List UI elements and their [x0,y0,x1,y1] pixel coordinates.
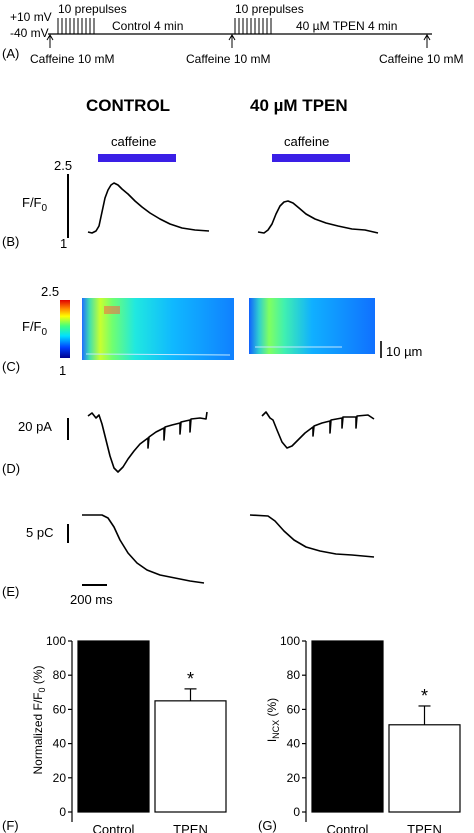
chart-f-y-tick-label: 40 [53,737,67,751]
chart-g-bar-tpen [388,724,461,813]
panel-label-d: (D) [2,461,20,476]
prepulse-train-1 [57,18,95,34]
chart-f-y-tick-label: 60 [53,702,67,716]
voltage-low-label: -40 mV [10,26,49,40]
caffeine-arrow-3 [423,34,431,48]
caffeine-arrow-2 [228,34,236,48]
current-panel: (D) 20 pA [2,411,375,476]
space-scale-label: 10 µm [386,344,422,359]
fluorescence-trace-control [87,182,210,234]
charge-panel: (E) 5 pC 200 ms [2,514,375,607]
chart-g-y-tick-label: 40 [287,737,301,751]
caffeine-bar-control [98,154,176,162]
color-scale-bar [60,300,70,358]
chart-f-y-tick-label: 20 [53,771,67,785]
linescan-panel: (C) 2.5 1 F/F0 10 µm [2,284,422,378]
chart-g-y-tick-label: 100 [280,634,300,648]
chart-f-y-tick-label: 80 [53,668,67,682]
chart-f-y-tick-label: 0 [59,805,66,819]
prepulses-label-1: 10 prepulses [58,2,127,16]
voltage-high-label: +10 mV [10,10,52,24]
current-trace-control [87,411,208,473]
fluo-unit: F/F0 [22,195,48,214]
chart-g-category-label: TPEN [407,822,442,833]
bar-chart-f: (F) Normalized F/F0 (%) 0 20 40 60 80 100 Cont… [2,634,227,833]
charge-trace-tpen [249,514,375,558]
fluo-scale-bottom: 1 [60,236,67,251]
caffeine-label-3: Caffeine 10 mM [379,52,464,66]
chart-g-y-tick-label: 60 [287,702,301,716]
caffeine-label-1: Caffeine 10 mM [30,52,115,66]
chart-g-y-tick-label: 80 [287,668,301,682]
charge-scale-label: 5 pC [26,525,53,540]
caffeine-bar-label-control: caffeine [111,134,156,149]
control-period-label: Control 4 min [112,19,183,33]
linescan-image-tpen [249,298,375,354]
image-scale-bottom: 1 [59,363,66,378]
chart-g-y-tick-label: 0 [293,805,300,819]
bar-chart-g: (G) INCX (%) 0 20 40 60 80 100 Control * TPEN [258,634,461,833]
caffeine-bar-label-tpen: caffeine [284,134,329,149]
prepulse-train-2 [234,18,272,34]
tpen-heading: 40 µM TPEN [250,96,348,115]
panel-label-b: (B) [2,234,19,249]
chart-f-bar-tpen [154,700,227,813]
chart-f-category-label: Control [93,822,135,833]
panel-label-c: (C) [2,359,20,374]
caffeine-arrow-1 [46,34,54,48]
linescan-artifact-control [85,353,231,356]
chart-g-ylabel: INCX (%) [265,698,281,742]
control-heading: CONTROL [86,96,170,115]
fluorescence-trace-tpen [257,200,379,234]
chart-f-y-tick-label: 100 [46,634,66,648]
image-scale-top: 2.5 [41,284,59,299]
chart-g-bar-control [311,640,384,813]
panel-label-a: (A) [2,46,19,61]
chart-f-significance-mark: * [187,669,194,689]
chart-g-significance-mark: * [421,686,428,706]
panel-label-e: (E) [2,584,19,599]
charge-trace-control [82,514,205,584]
chart-f-plot: 0 20 40 60 80 100 Control * TPEN [46,634,227,833]
caffeine-bar-tpen [272,154,350,162]
caffeine-label-2: Caffeine 10 mM [186,52,271,66]
chart-g-category-label: Control [327,822,369,833]
time-scale-label: 200 ms [70,592,113,607]
prepulses-label-2: 10 prepulses [235,2,304,16]
chart-g-plot: 0 20 40 60 80 100 Control * TPEN [280,634,461,833]
panel-label-g: (G) [258,818,277,833]
panel-label-f: (F) [2,818,19,833]
fluorescence-panel: (B) 2.5 1 F/F0 [2,158,379,251]
chart-f-bar-control [77,640,150,813]
tpen-period-label: 40 µM TPEN 4 min [296,19,397,33]
current-trace-tpen [261,411,375,449]
chart-g-y-tick-label: 20 [287,771,301,785]
protocol-panel: (A) +10 mV -40 mV 10 prepulses Control 4… [2,2,464,66]
image-unit: F/F0 [22,319,48,338]
chart-f-ylabel: Normalized F/F0 (%) [31,665,47,774]
current-scale-label: 20 pA [18,419,52,434]
linescan-hotspot-control [104,306,120,314]
chart-f-category-label: TPEN [173,822,208,833]
fluo-scale-top: 2.5 [54,158,72,173]
